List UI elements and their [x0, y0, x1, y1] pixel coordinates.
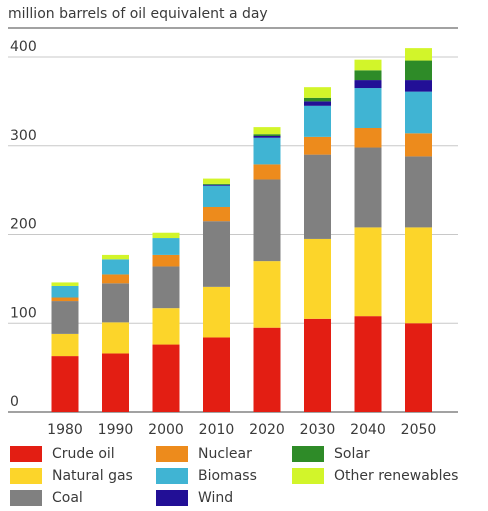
legend-label: Natural gas [52, 468, 133, 484]
x-tick-label: 2000 [148, 422, 184, 438]
bar-segment-other-renewables [405, 48, 432, 61]
bar-segment-natural-gas [354, 227, 382, 317]
bar-segment-nuclear [152, 254, 180, 267]
bar-segment-nuclear [405, 133, 432, 157]
legend-item-solar: Solar [292, 444, 370, 464]
bar-segment-other-renewables [102, 254, 129, 260]
bar-segment-other-renewables [253, 127, 281, 135]
y-tick-label: 100 [10, 305, 37, 321]
bar-segment-natural-gas [405, 227, 432, 324]
legend-label: Other renewables [334, 468, 459, 484]
bar-segment-biomass [354, 88, 382, 128]
bar-segment-wind [253, 135, 281, 138]
y-tick-label: 400 [10, 39, 37, 55]
x-tick-label: 1980 [47, 422, 83, 438]
bar-segment-wind [405, 80, 432, 92]
y-tick-label: 300 [10, 128, 37, 144]
legend-swatch [156, 468, 188, 484]
bar-segment-biomass [51, 285, 79, 298]
legend-item-wind: Wind [156, 488, 233, 508]
bar-segment-biomass [304, 105, 331, 137]
x-tick-label: 2020 [249, 422, 285, 438]
bar-segment-nuclear [51, 297, 79, 302]
legend-swatch [10, 490, 42, 506]
y-axis-title: million barrels of oil equivalent a day [8, 6, 268, 22]
bar-segment-wind [354, 80, 382, 89]
bar-segment-other-renewables [354, 59, 382, 71]
x-tick-label: 2030 [300, 422, 336, 438]
legend-label: Coal [52, 490, 83, 506]
bar-segment-other-renewables [203, 178, 230, 184]
bar-segment-crude-oil [51, 356, 79, 412]
bar-segment-other-renewables [304, 87, 331, 98]
bar-segment-coal [405, 156, 432, 228]
bar-segment-coal [152, 266, 180, 309]
x-tick-label: 2040 [350, 422, 386, 438]
stacked-bar-chart: 0 100 200 300 400 1980 1990 2000 2010 2020 2030 204… [8, 27, 458, 438]
bar-segment-biomass [203, 185, 230, 207]
bar-segment-solar [354, 70, 382, 81]
bar-segment-solar [405, 60, 432, 81]
legend: Crude oil Natural gas Coal Nuclear Biomass Wi… [10, 444, 480, 508]
legend-swatch [292, 446, 324, 462]
bar-segment-biomass [253, 137, 281, 165]
bar-segment-other-renewables [152, 232, 180, 239]
legend-swatch [10, 446, 42, 462]
bar-segment-crude-oil [253, 327, 281, 412]
y-tick-label: 200 [10, 217, 37, 233]
bar-segment-biomass [102, 259, 129, 275]
bar-segment-coal [203, 221, 230, 287]
legend-swatch [156, 490, 188, 506]
legend-swatch [292, 468, 324, 484]
bar-segment-crude-oil [152, 344, 180, 412]
bar-segment-natural-gas [304, 238, 331, 319]
bar-segment-solar [203, 183, 230, 185]
bar-segment-coal [354, 147, 382, 228]
x-tick-label: 2010 [199, 422, 235, 438]
bar-segment-coal [51, 301, 79, 334]
legend-item-other-renewables: Other renewables [292, 466, 458, 486]
legend-label: Biomass [198, 468, 257, 484]
legend-swatch [156, 446, 188, 462]
bar-segment-coal [102, 283, 129, 323]
legend-swatch [10, 468, 42, 484]
bar-segment-solar [253, 134, 281, 136]
legend-label: Nuclear [198, 446, 252, 462]
bar-segment-wind [203, 184, 230, 186]
bar-segment-natural-gas [152, 308, 180, 345]
bar-segment-coal [304, 154, 331, 239]
legend-item-crude-oil: Crude oil [10, 444, 115, 464]
y-tick-label: 0 [10, 394, 19, 410]
bar-segment-nuclear [102, 274, 129, 284]
bar-segment-wind [304, 101, 331, 106]
legend-item-coal: Coal [10, 488, 83, 508]
x-tick-label: 1990 [98, 422, 134, 438]
legend-label: Wind [198, 490, 234, 506]
bar-segment-crude-oil [304, 318, 331, 412]
bar-segment-natural-gas [51, 333, 79, 357]
legend-item-nuclear: Nuclear [156, 444, 252, 464]
bar-segment-nuclear [253, 164, 281, 180]
bar-segment-crude-oil [405, 323, 432, 412]
bar-segment-natural-gas [203, 286, 230, 338]
bar-segment-nuclear [304, 136, 331, 155]
bar-segment-other-renewables [51, 282, 79, 286]
bar-segment-biomass [405, 91, 432, 134]
bar-segment-nuclear [203, 206, 230, 222]
legend-item-biomass: Biomass [156, 466, 257, 486]
bar-segment-coal [253, 179, 281, 262]
bar-segment-natural-gas [253, 261, 281, 328]
bar-segment-nuclear [354, 128, 382, 148]
bar-segment-solar [304, 97, 331, 102]
bar-segment-natural-gas [102, 322, 129, 354]
legend-label: Crude oil [52, 446, 115, 462]
x-tick-label: 2050 [401, 422, 437, 438]
bar-segment-biomass [152, 238, 180, 255]
bar-segment-crude-oil [102, 353, 129, 412]
legend-label: Solar [334, 446, 370, 462]
bar-segment-crude-oil [203, 337, 230, 412]
bar-segment-crude-oil [354, 316, 382, 412]
legend-item-natural-gas: Natural gas [10, 466, 133, 486]
